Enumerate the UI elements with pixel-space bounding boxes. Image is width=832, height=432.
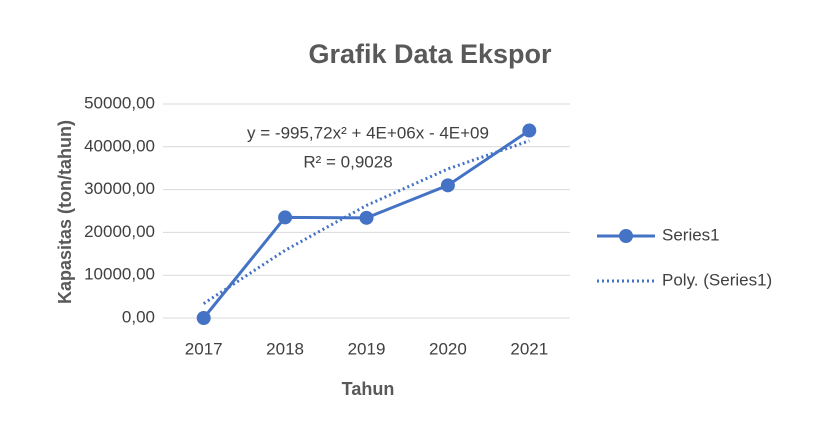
y-tick-label: 20000,00 — [84, 222, 155, 241]
x-axis-title: Tahun — [342, 379, 395, 399]
trend-equation: y = -995,72x² + 4E+06x - 4E+09 — [247, 123, 489, 142]
legend-marker — [619, 229, 633, 243]
marker — [440, 178, 455, 193]
x-tick-label: 2018 — [266, 339, 304, 358]
legend-label: Series1 — [662, 225, 720, 244]
x-tick-label: 2021 — [510, 339, 548, 358]
legend-label: Poly. (Series1) — [662, 270, 772, 289]
marker — [278, 210, 293, 225]
y-tick-label: 10000,00 — [84, 265, 155, 284]
y-tick-label: 50000,00 — [84, 93, 155, 112]
x-tick-label: 2020 — [429, 339, 467, 358]
chart-title: Grafik Data Ekspor — [308, 39, 552, 69]
y-tick-label: 30000,00 — [84, 179, 155, 198]
y-tick-label: 40000,00 — [84, 136, 155, 155]
marker — [359, 210, 374, 225]
marker — [522, 123, 537, 138]
marker — [196, 311, 211, 325]
y-axis-title: Kapasitas (ton/tahun) — [55, 120, 75, 304]
x-tick-label: 2019 — [348, 339, 386, 358]
trendline — [202, 139, 530, 305]
x-tick-label: 2017 — [185, 339, 223, 358]
r-squared: R² = 0,9028 — [303, 152, 392, 171]
y-tick-label: 0,00 — [122, 307, 155, 326]
